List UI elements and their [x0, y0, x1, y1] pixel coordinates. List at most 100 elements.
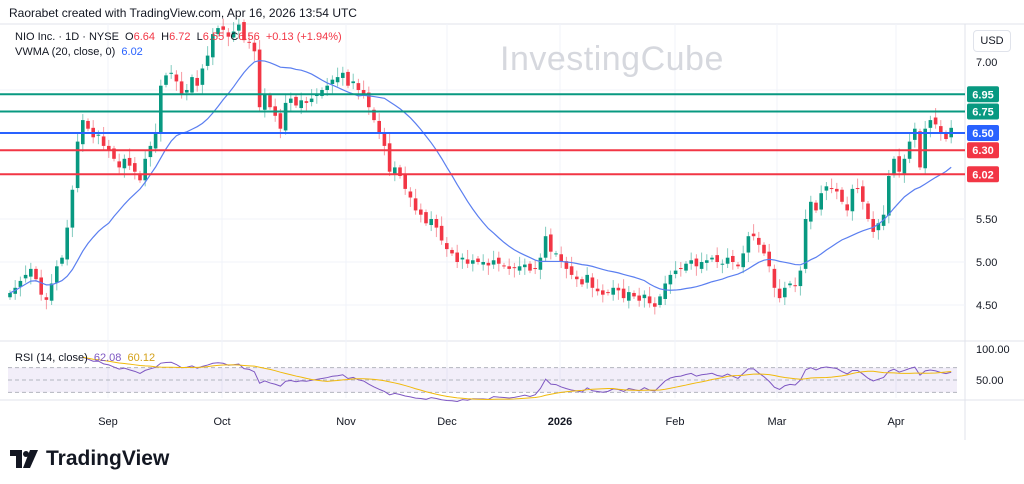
price-axis-label: 5.50: [976, 214, 997, 226]
candle-body: [736, 264, 740, 267]
candle-body: [840, 189, 844, 202]
candle-body: [70, 189, 75, 228]
candle-body: [101, 136, 106, 146]
candle-body: [242, 22, 246, 41]
vwma-label: VWMA (20, close, 0): [15, 46, 116, 58]
candle-body: [809, 201, 813, 222]
candle-body: [913, 128, 917, 140]
candle-body: [757, 237, 761, 245]
time-axis-label: Apr: [887, 416, 904, 428]
candle-body: [367, 92, 371, 108]
candle-body: [564, 261, 569, 269]
candle-body: [117, 161, 121, 168]
candle-body: [663, 283, 667, 299]
time-axis-label: Mar: [768, 416, 787, 428]
candle-body: [835, 188, 839, 192]
level-price-label: 6.50: [972, 128, 993, 140]
candle-body: [694, 258, 699, 267]
candle-body: [174, 74, 179, 82]
candle-body: [179, 81, 184, 95]
candle-body: [268, 95, 272, 108]
candle-body: [653, 303, 657, 307]
candle-body: [595, 288, 600, 292]
level-price-tag: [967, 125, 999, 141]
time-axis-label: Feb: [666, 416, 685, 428]
candle-body: [419, 209, 423, 215]
candle-body: [684, 263, 688, 271]
candle-body: [112, 148, 116, 159]
candle-body: [278, 113, 283, 129]
candle-body: [705, 260, 709, 263]
candle-body: [304, 101, 309, 103]
candle-body: [725, 257, 730, 264]
candle-body: [107, 145, 111, 151]
candle-body: [403, 174, 407, 189]
candle-body: [325, 85, 329, 90]
candle-body: [580, 279, 584, 285]
candle-body: [575, 276, 579, 280]
candle-body: [611, 287, 615, 295]
candle-body: [824, 186, 829, 191]
candle-body: [569, 266, 574, 275]
candle-body: [668, 274, 673, 285]
candle-body: [887, 176, 891, 216]
candle-body: [512, 267, 517, 269]
candle-body: [772, 268, 777, 288]
candle-body: [153, 133, 158, 149]
price-axis-label: 4.50: [976, 300, 997, 312]
candle-body: [169, 72, 173, 74]
candle-body: [335, 77, 340, 83]
candle-body: [944, 133, 948, 140]
low-label: L: [196, 31, 203, 43]
candle-body: [65, 227, 69, 260]
candle-body: [309, 98, 314, 103]
candle-body: [689, 260, 693, 264]
candle-body: [185, 90, 189, 93]
candle-body: [44, 297, 49, 300]
candle-body: [252, 42, 257, 52]
open-value: 6.64: [133, 31, 156, 43]
candle-body: [471, 260, 475, 264]
candle-body: [679, 268, 683, 270]
candle-body: [122, 158, 127, 169]
candle-body: [559, 254, 563, 262]
candle-body: [18, 280, 23, 287]
candle-body: [226, 32, 231, 37]
candle-body: [133, 163, 137, 172]
candle-body: [398, 167, 402, 176]
candle-body: [814, 202, 818, 211]
candle-body: [861, 186, 865, 202]
currency-button[interactable]: USD: [973, 30, 1011, 52]
change-value: +0.13 (+1.94%): [265, 31, 342, 43]
candle-body: [533, 268, 537, 270]
candle-body: [616, 287, 621, 291]
candle-body: [601, 290, 605, 295]
level-price-label: 6.95: [972, 89, 993, 101]
candle-body: [720, 263, 725, 265]
candle-body: [486, 262, 491, 266]
tradingview-logo[interactable]: TradingView: [10, 447, 169, 471]
candle-body: [554, 253, 558, 255]
time-axis-label: Oct: [213, 416, 230, 428]
candle-body: [195, 77, 199, 86]
level-price-tag: [967, 103, 999, 120]
candle-body: [330, 79, 335, 84]
candle-body: [658, 296, 662, 305]
time-axis-label: Nov: [336, 416, 356, 428]
watermark-logo: InvestingCube: [500, 40, 724, 78]
level-price-label: 6.30: [972, 145, 993, 157]
candle-body: [351, 81, 355, 84]
candle-body: [746, 236, 751, 253]
candle-body: [481, 262, 485, 265]
candle-body: [751, 233, 756, 237]
candle-body: [200, 68, 205, 85]
candle-body: [476, 258, 480, 262]
candle-body: [632, 292, 636, 297]
candle-body: [138, 173, 142, 181]
candle-body: [606, 292, 610, 294]
candle-body: [517, 266, 522, 271]
candle-body: [445, 243, 449, 250]
candle-body: [190, 77, 194, 93]
time-axis-label: 2026: [548, 416, 572, 428]
